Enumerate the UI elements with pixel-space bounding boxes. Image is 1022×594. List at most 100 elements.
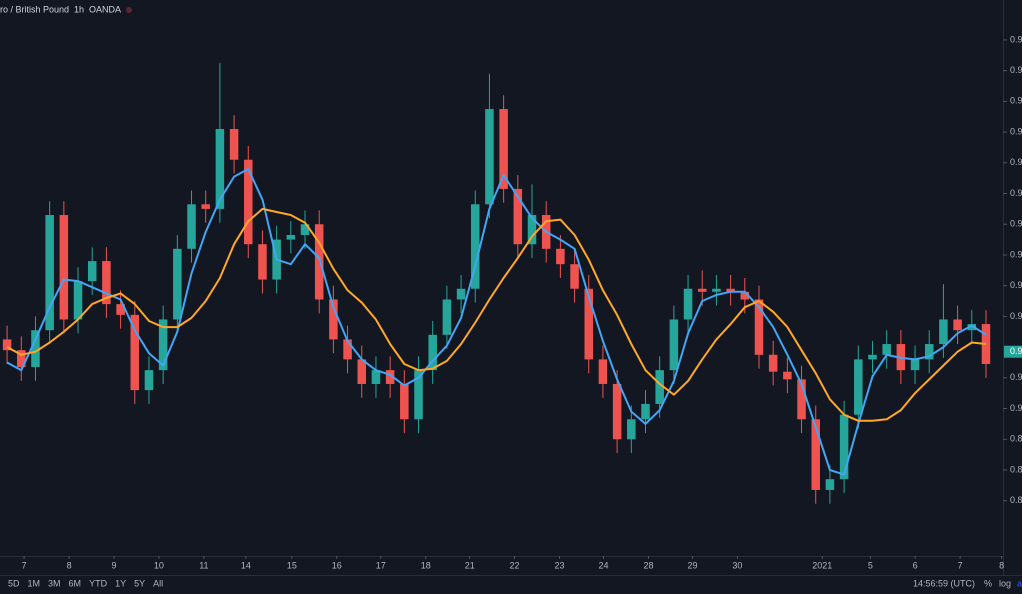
candle-body — [740, 291, 750, 300]
x-tick-label: 2021 — [812, 560, 832, 570]
candle-body — [797, 379, 806, 420]
y-tick-label: 0.9160 — [1010, 157, 1022, 167]
last-price-label: 0.9037 — [1010, 346, 1022, 356]
candle-body — [527, 215, 537, 245]
candle-body — [116, 304, 125, 315]
y-tick-label: 0.9140 — [1010, 188, 1022, 198]
candle-body — [17, 350, 26, 368]
candle-body — [229, 129, 239, 160]
x-tick-label: 8 — [999, 560, 1004, 570]
candle-body — [641, 403, 650, 420]
candle-body — [768, 354, 778, 372]
y-tick-label: 0.9060 — [1010, 311, 1022, 321]
candle-body — [314, 224, 324, 300]
candle-body — [31, 330, 40, 368]
range-button[interactable]: 6M — [69, 578, 82, 588]
candle-body — [556, 248, 565, 265]
candle-body — [868, 354, 877, 360]
range-button[interactable]: 1M — [28, 578, 41, 588]
candle-body — [258, 244, 267, 280]
candle-body — [2, 339, 12, 351]
candle-body — [173, 248, 182, 320]
range-button[interactable]: 3M — [48, 578, 61, 588]
x-tick-label: 23 — [555, 560, 565, 570]
candle-body — [343, 339, 352, 360]
x-tick-label: 10 — [154, 560, 164, 570]
y-tick-label: 0.9220 — [1010, 65, 1022, 75]
candle-body — [811, 419, 820, 490]
candle-body — [201, 204, 210, 209]
x-tick-label: 30 — [732, 560, 742, 570]
range-button[interactable]: 5Y — [134, 578, 145, 588]
clock: 14:56:59 (UTC) — [913, 578, 975, 588]
candle-body — [59, 215, 69, 320]
candle-body — [158, 319, 168, 371]
y-tick-label: 0.8940 — [1010, 495, 1022, 505]
x-tick-label: 28 — [643, 560, 653, 570]
status-dot — [126, 7, 132, 13]
x-tick-label: 22 — [510, 560, 520, 570]
candle-body — [73, 281, 83, 320]
candle-body — [187, 204, 196, 249]
x-tick-label: 15 — [287, 560, 297, 570]
candle-body — [570, 264, 579, 289]
range-button[interactable]: YTD — [89, 578, 108, 588]
y-tick-label: 0.9100 — [1010, 249, 1022, 259]
candle-body — [882, 344, 891, 355]
y-tick-label: 0.9080 — [1010, 280, 1022, 290]
x-tick-label: 9 — [112, 560, 117, 570]
percent-button[interactable]: % — [984, 578, 992, 588]
y-tick-label: 0.8960 — [1010, 464, 1022, 474]
last-price-badge — [1004, 345, 1022, 358]
candle-body — [244, 159, 253, 245]
candle-body — [783, 371, 792, 380]
candle-body — [697, 288, 707, 292]
candle-body — [45, 215, 54, 331]
candle-body — [456, 288, 466, 300]
log-button[interactable]: log — [999, 578, 1011, 588]
y-tick-label: 0.8980 — [1010, 434, 1022, 444]
candle-body — [102, 261, 111, 305]
x-tick-label: 29 — [687, 560, 697, 570]
candle-body — [683, 288, 693, 320]
range-button[interactable]: All — [153, 578, 163, 588]
candle-body — [953, 319, 962, 331]
candle-body — [371, 370, 381, 384]
x-tick-label: 6 — [913, 560, 918, 570]
plot — [2, 62, 991, 504]
candle-body — [655, 370, 664, 404]
candle-body — [967, 324, 977, 331]
candle-body — [400, 383, 409, 420]
candle-body — [910, 359, 920, 371]
candle-body — [329, 299, 338, 340]
candle-body — [839, 414, 849, 480]
candle-body — [669, 319, 679, 371]
candle-body — [825, 479, 835, 490]
y-tick-label: 0.9180 — [1010, 126, 1022, 136]
candle-body — [215, 129, 225, 209]
y-tick-label: 0.9240 — [1010, 34, 1022, 44]
candle-body — [939, 319, 948, 345]
candle-body — [712, 288, 721, 292]
x-tick-label: 16 — [332, 560, 342, 570]
candle-body — [414, 370, 423, 420]
x-tick-label: 7 — [22, 560, 27, 570]
candle-body — [726, 288, 735, 292]
y-tick-label: 0.9200 — [1010, 96, 1022, 106]
candle-body — [584, 288, 594, 360]
x-tick-label: 24 — [598, 560, 608, 570]
x-tick-label: 18 — [421, 560, 431, 570]
symbol: ro / British Pound — [0, 4, 69, 14]
range-button[interactable]: 1Y — [115, 578, 126, 588]
auto-button[interactable]: auto — [1017, 578, 1022, 588]
candle-body — [87, 261, 97, 282]
x-tick-label: 21 — [465, 560, 475, 570]
range-button[interactable]: 5D — [8, 578, 20, 588]
candle-body — [627, 419, 636, 440]
interval: 1h — [74, 4, 84, 14]
candle-body — [485, 109, 494, 205]
candle-body — [499, 109, 508, 189]
toolbar: 5D 1M 3M 6M YTD 1Y 5Y All — [8, 578, 163, 588]
x-tick-label: 17 — [376, 560, 386, 570]
